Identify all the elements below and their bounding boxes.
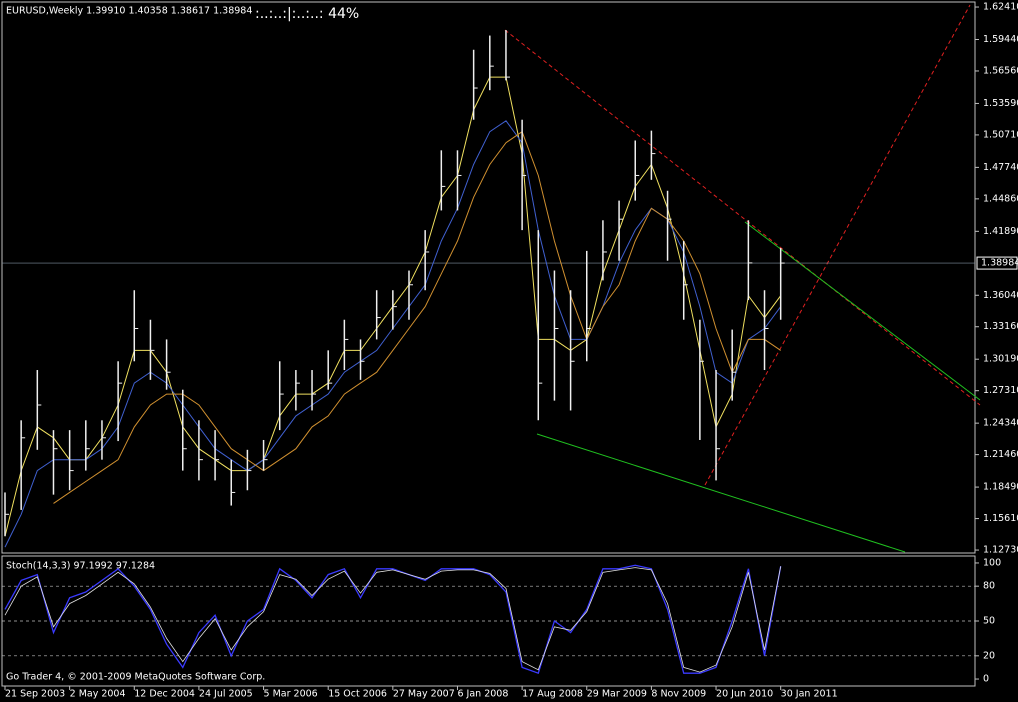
- y-tick-label: 1.33160: [983, 321, 1018, 332]
- x-tick-label: 5 Mar 2006: [264, 689, 318, 700]
- x-tick-label: 8 Nov 2009: [651, 689, 706, 700]
- stoch-line: [4, 566, 782, 673]
- y-tick-label: 20: [983, 650, 995, 661]
- stoch-title: Stoch(14,3,3) 97.1992 97.1284: [6, 561, 155, 572]
- x-tick-label: 24 Jul 2005: [199, 689, 253, 700]
- y-tick-label: 50: [983, 616, 995, 627]
- y-tick-label: 100: [983, 557, 1001, 568]
- x-tick-label: 17 Aug 2008: [522, 689, 583, 700]
- x-tick-label: 21 Sep 2003: [5, 689, 65, 700]
- trend-line: [536, 433, 906, 553]
- x-tick-label: 20 Jun 2010: [716, 689, 773, 700]
- footer: Go Trader 4, © 2001-2009 MetaQuotes Soft…: [6, 672, 265, 683]
- x-tick-label: 27 May 2007: [393, 689, 455, 700]
- stoch-line: [4, 564, 782, 675]
- y-tick-label: 1.15610: [983, 513, 1018, 524]
- x-tick-label: 29 Mar 2009: [587, 689, 647, 700]
- y-tick-label: 1.62410: [983, 2, 1018, 13]
- y-tick-label: 1.41890: [983, 226, 1018, 237]
- x-tick-label: 2 May 2004: [70, 689, 126, 700]
- x-tick-label: 15 Oct 2006: [328, 689, 387, 700]
- price-label: 1.38984: [981, 258, 1018, 269]
- x-tick-label: 30 Jan 2011: [781, 689, 838, 700]
- moving-average: [4, 120, 782, 548]
- y-tick-label: 1.59440: [983, 34, 1018, 45]
- y-tick-label: 1.47740: [983, 162, 1018, 173]
- y-tick-label: 1.24340: [983, 418, 1018, 429]
- y-tick-label: 1.44860: [983, 193, 1018, 204]
- x-tick-label: 12 Dec 2004: [134, 689, 195, 700]
- trend-line: [744, 221, 981, 401]
- y-tick-label: 1.27310: [983, 385, 1018, 396]
- y-tick-label: 80: [983, 581, 995, 592]
- y-tick-label: 1.53590: [983, 98, 1018, 109]
- moving-average: [53, 130, 781, 504]
- y-tick-label: 1.36040: [983, 290, 1018, 301]
- price-box: [976, 256, 1018, 270]
- chart-title: EURUSD,Weekly 1.39910 1.40358 1.38617 1.…: [6, 6, 252, 17]
- y-tick-label: 1.12730: [983, 545, 1018, 556]
- y-tick-label: 1.21460: [983, 449, 1018, 460]
- y-tick-label: 1.50710: [983, 129, 1018, 140]
- y-tick-label: 1.18490: [983, 482, 1018, 493]
- status-text: :..:..:|:..:..: 44%: [255, 6, 359, 22]
- trend-line: [504, 29, 981, 406]
- main-frame: [1, 1, 976, 554]
- trend-line: [704, 4, 971, 486]
- x-tick-label: 6 Jan 2008: [457, 689, 508, 700]
- y-tick-label: 1.30190: [983, 354, 1018, 365]
- y-tick-label: 1.56560: [983, 65, 1018, 76]
- y-tick-label: 0: [983, 674, 989, 685]
